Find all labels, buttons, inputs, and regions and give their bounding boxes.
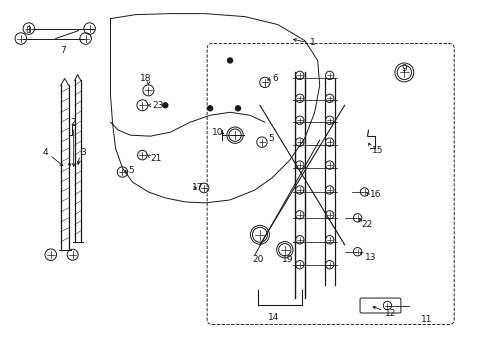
Text: 20: 20 — [251, 255, 263, 264]
Text: 14: 14 — [267, 313, 279, 322]
Text: 21: 21 — [150, 154, 162, 163]
Text: 11: 11 — [421, 315, 432, 324]
Text: 18: 18 — [140, 74, 152, 83]
Text: 7: 7 — [61, 46, 66, 55]
Text: 10: 10 — [212, 128, 223, 137]
Text: 1: 1 — [309, 38, 315, 47]
Text: 8: 8 — [26, 26, 32, 35]
Text: 19: 19 — [281, 255, 293, 264]
Circle shape — [163, 103, 167, 108]
Text: 23: 23 — [152, 101, 163, 110]
Text: 16: 16 — [369, 190, 380, 199]
Text: 6: 6 — [271, 74, 277, 83]
Circle shape — [227, 58, 232, 63]
Text: 3: 3 — [81, 148, 86, 157]
Text: 13: 13 — [364, 253, 375, 262]
Text: 4: 4 — [42, 148, 48, 157]
Circle shape — [207, 106, 212, 111]
Text: 9: 9 — [401, 64, 407, 73]
Text: 2: 2 — [71, 118, 76, 127]
Text: 12: 12 — [384, 309, 395, 318]
Text: 22: 22 — [361, 220, 372, 229]
Circle shape — [235, 106, 240, 111]
Text: 5: 5 — [128, 166, 134, 175]
Text: 15: 15 — [371, 145, 382, 154]
Text: 5: 5 — [267, 134, 273, 143]
Text: 17: 17 — [192, 184, 203, 193]
